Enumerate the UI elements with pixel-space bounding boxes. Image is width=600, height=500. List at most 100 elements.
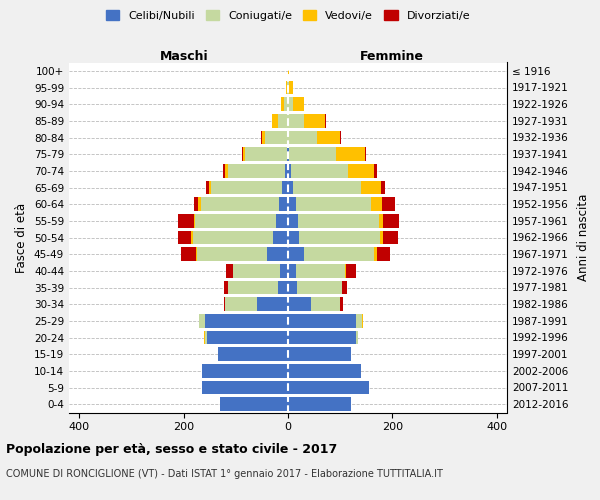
Bar: [282, 180, 288, 194]
Y-axis label: Fasce di età: Fasce di età: [16, 202, 28, 272]
Text: Maschi: Maschi: [160, 50, 208, 62]
Bar: [371, 198, 382, 211]
Bar: [348, 164, 374, 177]
Bar: [288, 114, 304, 128]
Bar: [336, 148, 365, 161]
Legend: Celibi/Nubili, Coniugati/e, Vedovi/e, Divorziati/e: Celibi/Nubili, Coniugati/e, Vedovi/e, Di…: [101, 6, 475, 25]
Bar: [257, 298, 288, 311]
Bar: [203, 330, 205, 344]
Bar: [194, 198, 199, 211]
Bar: [233, 264, 280, 278]
Bar: [288, 148, 289, 161]
Bar: [325, 114, 326, 128]
Bar: [201, 198, 279, 211]
Bar: [298, 214, 379, 228]
Bar: [278, 280, 288, 294]
Bar: [228, 164, 286, 177]
Bar: [298, 280, 342, 294]
Bar: [293, 180, 361, 194]
Bar: [280, 264, 288, 278]
Bar: [299, 230, 380, 244]
Y-axis label: Anni di nascita: Anni di nascita: [577, 194, 590, 281]
Bar: [377, 248, 389, 261]
Bar: [288, 298, 311, 311]
Bar: [288, 330, 356, 344]
Bar: [284, 98, 288, 111]
Bar: [304, 114, 325, 128]
Bar: [199, 314, 205, 328]
Bar: [288, 230, 299, 244]
Bar: [362, 314, 363, 328]
Bar: [288, 380, 369, 394]
Bar: [228, 280, 278, 294]
Bar: [288, 80, 289, 94]
Text: Popolazione per età, sesso e stato civile - 2017: Popolazione per età, sesso e stato civil…: [6, 442, 337, 456]
Bar: [199, 198, 201, 211]
Bar: [383, 214, 399, 228]
Bar: [288, 130, 317, 144]
Bar: [209, 180, 211, 194]
Bar: [288, 64, 289, 78]
Bar: [287, 148, 288, 161]
Bar: [383, 230, 398, 244]
Bar: [191, 230, 193, 244]
Bar: [293, 98, 304, 111]
Bar: [205, 314, 288, 328]
Bar: [245, 148, 287, 161]
Bar: [223, 164, 226, 177]
Bar: [356, 330, 358, 344]
Bar: [346, 264, 356, 278]
Bar: [207, 330, 288, 344]
Bar: [262, 130, 265, 144]
Bar: [205, 330, 207, 344]
Bar: [196, 248, 197, 261]
Bar: [194, 214, 195, 228]
Bar: [181, 248, 196, 261]
Bar: [242, 148, 245, 161]
Bar: [276, 214, 288, 228]
Bar: [288, 280, 298, 294]
Bar: [211, 180, 282, 194]
Bar: [202, 380, 288, 394]
Bar: [224, 280, 228, 294]
Bar: [197, 248, 267, 261]
Bar: [288, 180, 293, 194]
Bar: [288, 248, 304, 261]
Bar: [317, 130, 340, 144]
Bar: [290, 164, 348, 177]
Bar: [178, 214, 194, 228]
Bar: [206, 180, 209, 194]
Bar: [288, 364, 361, 378]
Bar: [288, 348, 350, 361]
Bar: [272, 114, 278, 128]
Bar: [281, 98, 284, 111]
Bar: [289, 80, 293, 94]
Bar: [304, 248, 374, 261]
Bar: [288, 164, 290, 177]
Bar: [178, 230, 191, 244]
Bar: [224, 298, 226, 311]
Bar: [226, 264, 233, 278]
Bar: [287, 80, 288, 94]
Bar: [342, 280, 347, 294]
Bar: [279, 198, 288, 211]
Bar: [226, 164, 228, 177]
Bar: [296, 198, 371, 211]
Bar: [356, 314, 362, 328]
Bar: [382, 198, 395, 211]
Bar: [226, 298, 257, 311]
Bar: [193, 230, 274, 244]
Bar: [374, 248, 377, 261]
Bar: [296, 264, 346, 278]
Bar: [374, 164, 377, 177]
Bar: [267, 248, 288, 261]
Bar: [261, 130, 262, 144]
Bar: [218, 348, 288, 361]
Bar: [288, 314, 356, 328]
Bar: [361, 180, 381, 194]
Bar: [379, 214, 383, 228]
Bar: [220, 398, 288, 411]
Bar: [278, 114, 288, 128]
Bar: [381, 180, 385, 194]
Text: COMUNE DI RONCIGLIONE (VT) - Dati ISTAT 1° gennaio 2017 - Elaborazione TUTTITALI: COMUNE DI RONCIGLIONE (VT) - Dati ISTAT …: [6, 469, 443, 479]
